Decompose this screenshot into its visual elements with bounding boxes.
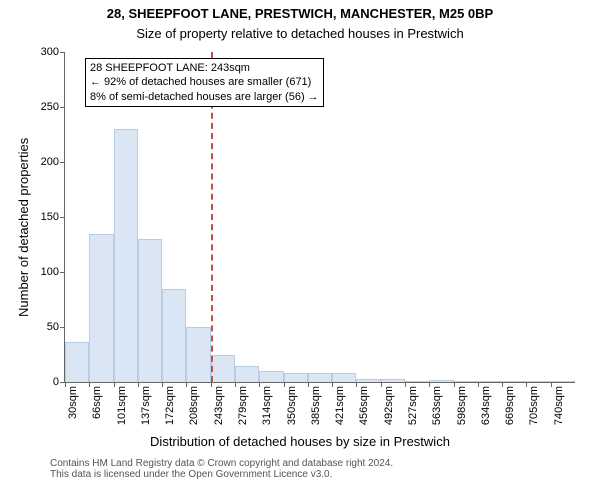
x-tick-mark bbox=[429, 382, 430, 387]
x-tick-mark bbox=[186, 382, 187, 387]
x-tick-label: 30sqm bbox=[67, 382, 79, 419]
histogram-bar bbox=[259, 371, 283, 382]
histogram-bar bbox=[138, 239, 162, 382]
x-tick-label: 314sqm bbox=[261, 382, 273, 425]
x-tick-label: 243sqm bbox=[213, 382, 225, 425]
y-tick-mark bbox=[60, 52, 65, 53]
y-axis-label: Number of detached properties bbox=[16, 138, 31, 317]
x-tick-mark bbox=[381, 382, 382, 387]
annotation-line: ← 92% of detached houses are smaller (67… bbox=[90, 75, 319, 89]
annotation-line: 28 SHEEPFOOT LANE: 243sqm bbox=[90, 61, 319, 75]
chart-container: 28, SHEEPFOOT LANE, PRESTWICH, MANCHESTE… bbox=[0, 0, 600, 500]
x-tick-label: 456sqm bbox=[358, 382, 370, 425]
x-tick-mark bbox=[259, 382, 260, 387]
x-tick-label: 634sqm bbox=[480, 382, 492, 425]
x-tick-label: 527sqm bbox=[407, 382, 419, 425]
x-tick-label: 385sqm bbox=[310, 382, 322, 425]
x-tick-mark bbox=[526, 382, 527, 387]
histogram-bar bbox=[284, 373, 308, 382]
x-tick-mark bbox=[65, 382, 66, 387]
x-tick-mark bbox=[235, 382, 236, 387]
y-tick-mark bbox=[60, 272, 65, 273]
x-tick-label: 66sqm bbox=[91, 382, 103, 419]
x-tick-label: 350sqm bbox=[286, 382, 298, 425]
y-tick-mark bbox=[60, 107, 65, 108]
x-tick-label: 563sqm bbox=[431, 382, 443, 425]
histogram-bar bbox=[235, 366, 259, 383]
x-tick-mark bbox=[308, 382, 309, 387]
x-tick-label: 421sqm bbox=[334, 382, 346, 425]
annotation-box: 28 SHEEPFOOT LANE: 243sqm← 92% of detach… bbox=[85, 58, 324, 107]
x-tick-mark bbox=[332, 382, 333, 387]
plot-area: 05010015020025030030sqm66sqm101sqm137sqm… bbox=[64, 52, 575, 383]
y-tick-mark bbox=[60, 327, 65, 328]
x-tick-mark bbox=[356, 382, 357, 387]
histogram-bar bbox=[211, 355, 235, 383]
x-tick-mark bbox=[551, 382, 552, 387]
x-tick-label: 101sqm bbox=[116, 382, 128, 425]
x-tick-mark bbox=[114, 382, 115, 387]
x-tick-mark bbox=[138, 382, 139, 387]
x-tick-label: 740sqm bbox=[553, 382, 565, 425]
histogram-bar bbox=[114, 129, 138, 382]
x-tick-mark bbox=[502, 382, 503, 387]
license-text: Contains HM Land Registry data © Crown c… bbox=[50, 458, 393, 480]
histogram-bar bbox=[89, 234, 113, 383]
x-tick-mark bbox=[478, 382, 479, 387]
x-tick-label: 598sqm bbox=[456, 382, 468, 425]
chart-title: 28, SHEEPFOOT LANE, PRESTWICH, MANCHESTE… bbox=[0, 6, 600, 21]
x-tick-label: 137sqm bbox=[140, 382, 152, 425]
histogram-bar bbox=[65, 342, 89, 382]
x-tick-mark bbox=[162, 382, 163, 387]
x-tick-label: 208sqm bbox=[188, 382, 200, 425]
histogram-bar bbox=[162, 289, 186, 383]
chart-subtitle: Size of property relative to detached ho… bbox=[0, 26, 600, 41]
y-tick-mark bbox=[60, 217, 65, 218]
histogram-bar bbox=[332, 373, 356, 382]
histogram-bar bbox=[308, 373, 332, 382]
y-tick-mark bbox=[60, 162, 65, 163]
x-tick-mark bbox=[89, 382, 90, 387]
x-tick-mark bbox=[284, 382, 285, 387]
x-tick-label: 279sqm bbox=[237, 382, 249, 425]
x-tick-label: 669sqm bbox=[504, 382, 516, 425]
x-tick-mark bbox=[454, 382, 455, 387]
x-tick-mark bbox=[405, 382, 406, 387]
x-axis-label: Distribution of detached houses by size … bbox=[0, 434, 600, 449]
x-tick-label: 492sqm bbox=[383, 382, 395, 425]
annotation-line: 8% of semi-detached houses are larger (5… bbox=[90, 90, 319, 104]
x-tick-label: 705sqm bbox=[528, 382, 540, 425]
x-tick-mark bbox=[211, 382, 212, 387]
histogram-bar bbox=[186, 327, 210, 382]
x-tick-label: 172sqm bbox=[164, 382, 176, 425]
